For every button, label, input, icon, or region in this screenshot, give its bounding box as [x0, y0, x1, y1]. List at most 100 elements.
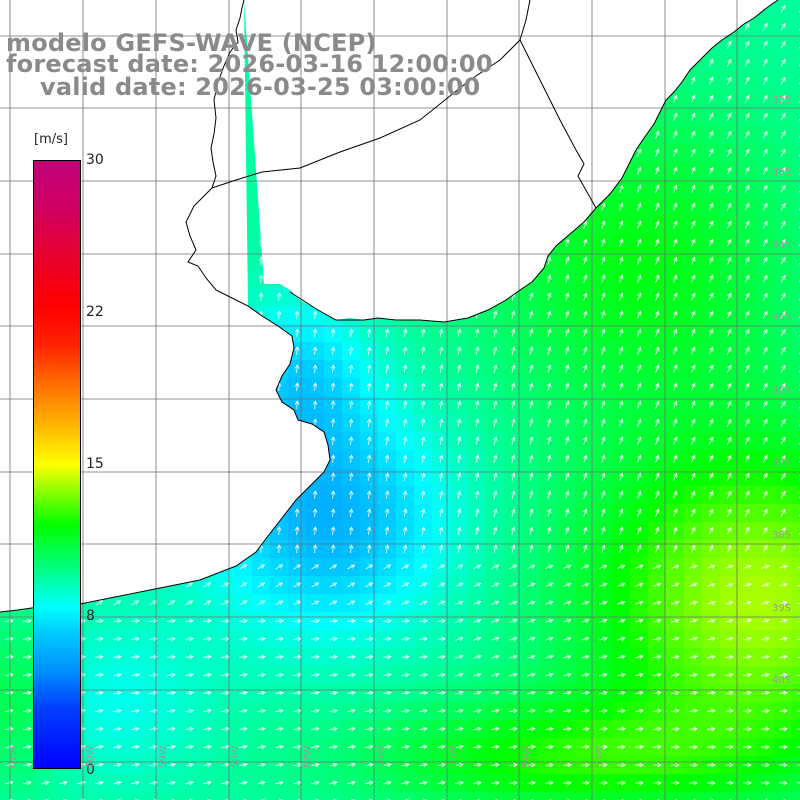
wind-cell	[792, 486, 800, 504]
wind-arrow	[670, 672, 680, 678]
wind-arrow	[635, 600, 644, 605]
wind-arrow	[382, 690, 392, 696]
wind-arrow	[673, 130, 678, 139]
wind-arrow	[185, 582, 194, 588]
wind-arrow	[598, 744, 608, 750]
wind-cell	[216, 792, 234, 800]
lon-label: 58W	[230, 745, 241, 768]
wind-arrow	[744, 40, 750, 49]
wind-arrow	[778, 708, 788, 714]
wind-arrow	[438, 544, 444, 553]
wind-arrow	[473, 708, 482, 714]
wind-arrow	[744, 202, 750, 211]
wind-arrow	[562, 726, 572, 732]
wind-arrow	[601, 454, 606, 463]
wind-arrow	[780, 292, 786, 301]
wind-arrow	[134, 798, 140, 800]
wind-arrow	[655, 454, 660, 463]
wind-cell	[792, 468, 800, 486]
wind-arrow	[637, 274, 642, 283]
wind-arrow	[601, 490, 606, 499]
wind-arrow	[708, 346, 714, 355]
wind-arrow	[401, 600, 410, 606]
wind-arrow	[256, 654, 266, 660]
wind-arrow	[418, 654, 428, 660]
wind-arrow	[547, 346, 552, 355]
wind-arrow	[508, 762, 518, 768]
wind-arrow	[348, 364, 354, 374]
wind-arrow	[474, 346, 480, 355]
wind-arrow	[637, 328, 642, 337]
wind-arrow	[330, 346, 336, 356]
wind-arrow	[726, 256, 732, 265]
wind-arrow	[455, 582, 464, 588]
lat-label: 34S	[772, 240, 792, 251]
wind-arrow	[583, 436, 588, 445]
wind-arrow	[619, 382, 624, 391]
wind-arrow	[671, 654, 680, 660]
wind-arrow	[547, 400, 552, 409]
wind-arrow	[762, 94, 768, 103]
wind-arrow	[330, 382, 336, 392]
wind-arrow	[673, 526, 678, 535]
wind-arrow	[166, 762, 176, 768]
wind-arrow	[544, 726, 554, 732]
wind-arrow	[778, 762, 788, 768]
wind-arrow	[455, 636, 464, 641]
wind-arrow	[384, 400, 390, 410]
wind-arrow	[330, 472, 336, 482]
wind-arrow	[274, 708, 284, 714]
wind-arrow	[206, 798, 212, 800]
wind-arrow	[22, 708, 32, 714]
wind-arrow	[707, 636, 716, 642]
wind-arrow	[619, 220, 624, 229]
wind-arrow	[637, 454, 642, 463]
wind-arrow	[94, 636, 104, 642]
wind-arrow	[239, 582, 248, 588]
wind-arrow	[402, 400, 408, 410]
wind-arrow	[779, 600, 788, 606]
wind-arrow	[545, 672, 554, 678]
wind-arrow	[780, 310, 786, 319]
wind-arrow	[474, 526, 480, 535]
wind-arrow	[762, 256, 768, 265]
wind-arrow	[583, 544, 588, 553]
wind-arrow	[62, 798, 68, 800]
wind-cell	[648, 792, 666, 800]
wind-arrow	[780, 22, 786, 31]
wind-arrow	[4, 708, 14, 714]
wind-arrow	[655, 472, 660, 481]
wind-arrow	[184, 762, 194, 768]
wind-arrow	[673, 202, 678, 211]
wind-arrow	[510, 454, 516, 463]
wind-arrow	[221, 582, 230, 588]
wind-arrow	[130, 762, 140, 768]
wind-arrow	[314, 798, 320, 800]
wind-cell	[612, 792, 630, 800]
wind-arrow	[547, 310, 552, 319]
wind-arrow	[726, 40, 732, 49]
wind-arrow	[527, 618, 536, 623]
border-line	[519, 39, 597, 209]
wind-arrow	[762, 328, 768, 337]
wind-arrow	[724, 726, 734, 732]
wind-cell	[450, 792, 468, 800]
wind-arrow	[384, 436, 390, 446]
wind-arrow	[724, 654, 734, 660]
wind-arrow	[202, 762, 212, 768]
wind-arrow	[744, 148, 750, 157]
wind-arrow	[563, 582, 572, 587]
wind-arrow	[113, 780, 122, 786]
wind-arrow	[166, 636, 176, 642]
wind-arrow	[634, 762, 644, 768]
wind-cell	[360, 792, 378, 800]
wind-arrow	[634, 726, 644, 732]
wind-arrow	[330, 328, 336, 338]
wind-arrow	[780, 4, 786, 13]
wind-arrow	[797, 584, 800, 587]
wind-arrow	[742, 672, 752, 678]
wind-arrow	[637, 256, 642, 265]
wind-arrow	[473, 600, 482, 605]
land-mask	[0, 0, 778, 612]
wind-arrow	[762, 418, 768, 427]
